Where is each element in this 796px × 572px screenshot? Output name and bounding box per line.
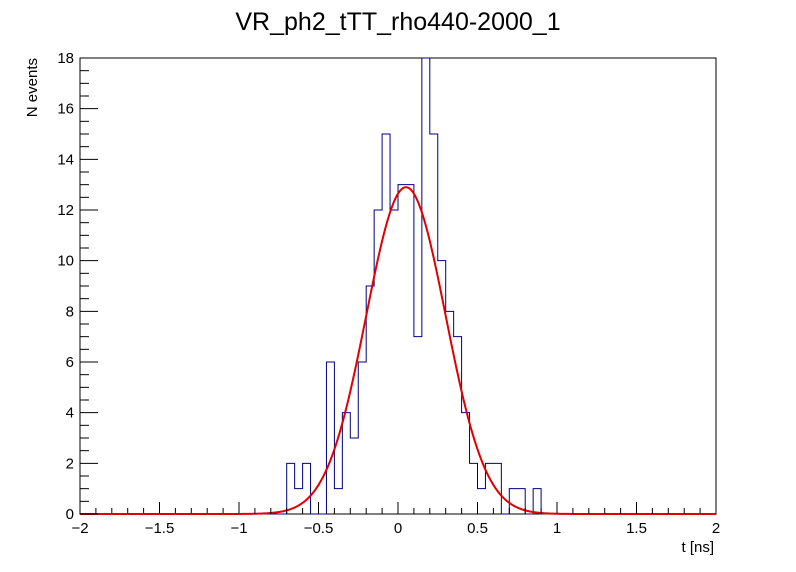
plot-area: −2 −1.5 −1 −0.5 0 0.5 1 1.5 2 0 2 4 6 8 10 12 14 16 18: [57, 50, 720, 537]
histogram-bin: [414, 337, 422, 514]
histogram-bin: [390, 210, 398, 514]
histogram-bin: [382, 134, 390, 514]
histogram-bin: [509, 489, 517, 514]
y-tick-label: 2: [66, 455, 74, 472]
histogram-bin: [462, 413, 470, 514]
histogram-bin: [478, 489, 486, 514]
histogram-bin: [533, 489, 541, 514]
histogram-bin: [422, 58, 430, 514]
y-axis-title: N events: [24, 58, 41, 117]
x-tick-label: −1.5: [145, 520, 175, 537]
histogram-bin: [406, 185, 414, 514]
histogram-bin: [295, 489, 303, 514]
histogram-bin: [470, 463, 478, 514]
y-tick-label: 8: [66, 303, 74, 320]
y-tick-label: 12: [57, 202, 74, 219]
y-tick-label: 6: [66, 354, 74, 371]
histogram-bin: [446, 311, 454, 514]
histogram-bin: [303, 463, 311, 514]
histogram-bin: [493, 463, 501, 514]
y-tick-label: 4: [66, 405, 74, 422]
y-tick-label: 10: [57, 253, 74, 270]
histogram-bin: [358, 362, 366, 514]
chart-title: VR_ph2_tTT_rho440-2000_1: [235, 8, 560, 36]
y-tick-label: 0: [66, 506, 74, 523]
histogram-bin: [366, 286, 374, 514]
x-tick-label: 1.5: [626, 520, 647, 537]
x-axis-title: t [ns]: [681, 539, 714, 556]
fit-curve: [80, 186, 716, 515]
histogram-bin: [342, 413, 350, 514]
x-tick-label: −1: [230, 520, 247, 537]
x-tick-label: 0: [394, 520, 402, 537]
histogram-bin: [430, 134, 438, 514]
x-tick-label: 2: [712, 520, 720, 537]
histogram-bin: [326, 362, 334, 514]
x-tick-label: 0.5: [467, 520, 488, 537]
y-tick-label: 16: [57, 101, 74, 118]
x-tick-label: −2: [71, 520, 88, 537]
y-tick-label: 18: [57, 50, 74, 67]
x-tick-label: 1: [553, 520, 561, 537]
histogram-bin: [398, 185, 406, 514]
histogram-bin: [350, 438, 358, 514]
histogram-bin: [334, 489, 342, 514]
histogram-bins: [287, 58, 541, 514]
x-tick-label: −0.5: [304, 520, 334, 537]
histogram-bin: [287, 463, 295, 514]
y-tick-label: 14: [57, 151, 74, 168]
